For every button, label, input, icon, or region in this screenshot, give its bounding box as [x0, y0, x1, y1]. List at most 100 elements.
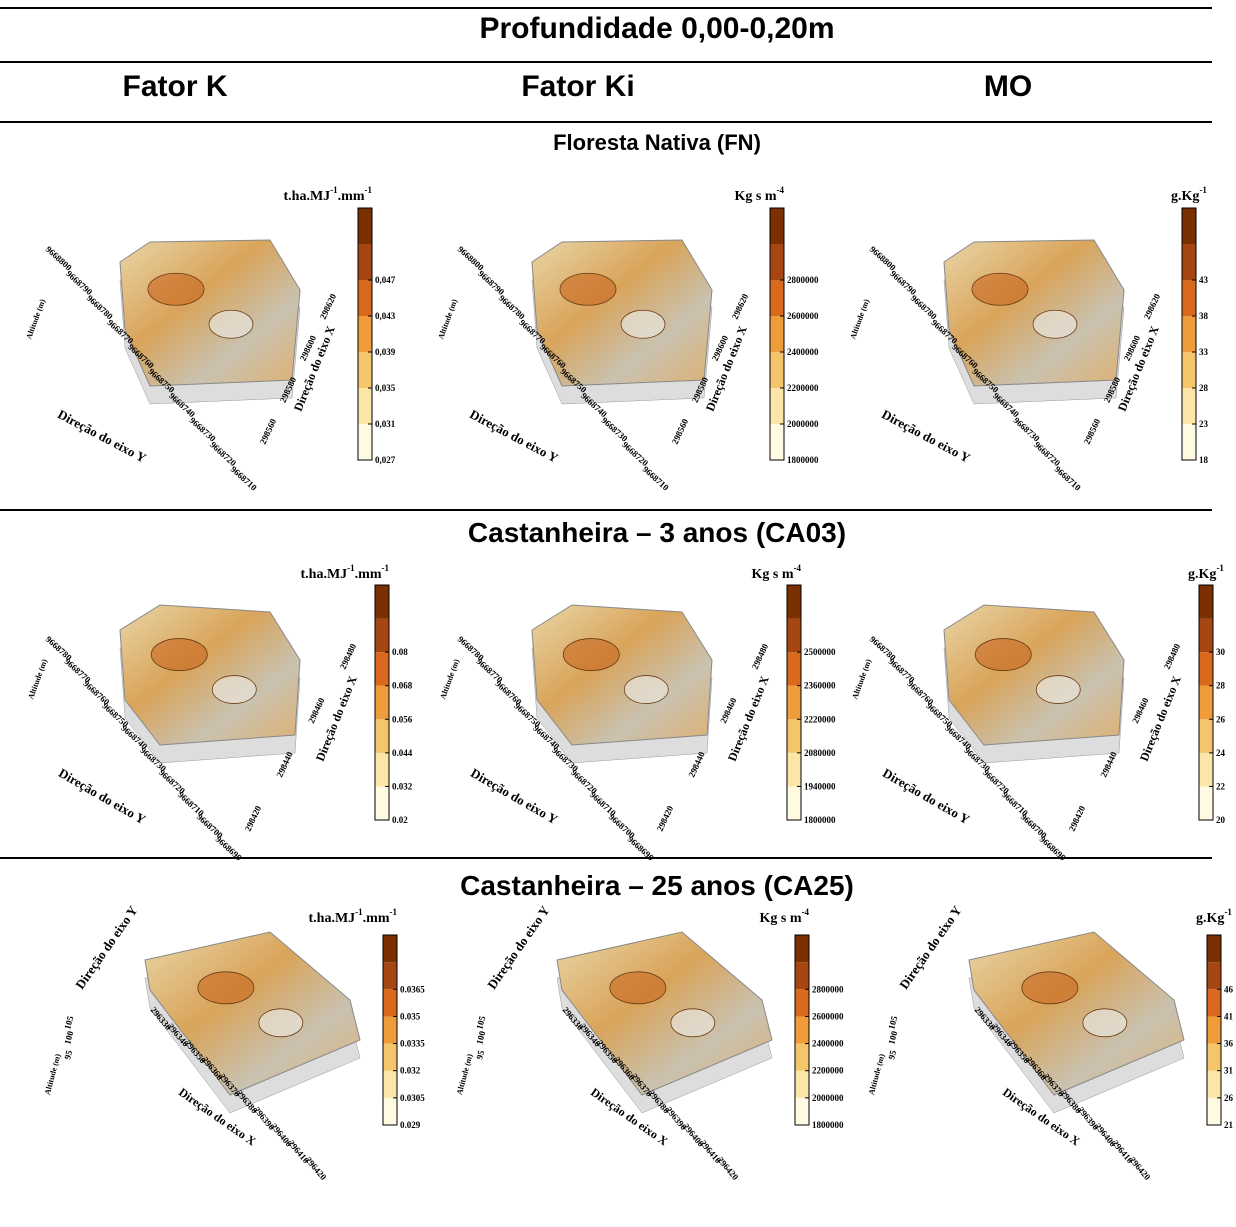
colorbar-band — [383, 935, 397, 962]
z-axis-label: Altitude (m) — [26, 658, 49, 701]
contour — [610, 972, 666, 1004]
colorbar-tick-label: 0.056 — [392, 714, 413, 724]
axis-tick-label: 298560 — [670, 417, 691, 446]
colorbar-band — [1207, 962, 1221, 989]
axis-tick-label: 298460 — [1130, 696, 1151, 725]
colorbar-tick-label: 0.068 — [392, 681, 413, 691]
unit-text: .mm — [338, 189, 365, 204]
colorbar-band — [795, 1071, 809, 1098]
section-title: Floresta Nativa (FN) — [553, 130, 761, 155]
unit-label: t.ha.MJ-1.mm-1 — [309, 907, 398, 926]
contour — [671, 1009, 715, 1037]
axis-tick-label: 105 — [474, 1014, 487, 1030]
x-axis-label: Direção do eixo X — [313, 673, 360, 763]
colorbar-tick-label: 0,027 — [375, 455, 396, 465]
surface — [532, 605, 712, 745]
colorbar-band — [1182, 208, 1196, 244]
colorbar-band — [1207, 1071, 1221, 1098]
axis-tick-label: 95 — [62, 1049, 74, 1061]
colorbar-band — [795, 1098, 809, 1125]
unit-label: g.Kg-1 — [1196, 907, 1232, 926]
colorbar-band — [770, 388, 784, 424]
axis-tick-label: 9668710 — [229, 464, 259, 493]
colorbar-tick-label: 28 — [1199, 383, 1209, 393]
z-axis-label: Altitude (m) — [436, 298, 459, 341]
colorbar-tick-label: 23 — [1199, 419, 1209, 429]
colorbar-tick-label: 2000000 — [787, 419, 819, 429]
axis-tick-label: 298420 — [1067, 804, 1088, 833]
axis-tick-label: 298620 — [1142, 292, 1163, 321]
section-title: Castanheira – 25 anos (CA25) — [460, 870, 854, 901]
colorbar-tick-label: 0.0365 — [400, 984, 425, 994]
axis-tick-label: 296420 — [303, 1155, 328, 1182]
column-header: Fator K — [123, 70, 228, 103]
contour — [1022, 972, 1078, 1004]
colorbar-tick-label: 30 — [1216, 647, 1226, 657]
colorbar-tick-label: 2360000 — [804, 681, 836, 691]
colorbar-tick-label: 0.0335 — [400, 1039, 425, 1049]
colorbar-tick-label: 38 — [1199, 311, 1209, 321]
colorbar-tick-label: 0.0305 — [400, 1093, 425, 1103]
axis-tick-label: 298460 — [306, 696, 327, 725]
colorbar-tick-label: 2200000 — [812, 1066, 844, 1076]
colorbar-tick-label: 0.032 — [392, 781, 413, 791]
contour — [148, 273, 204, 305]
colorbar-band — [1207, 1016, 1221, 1043]
colorbar-tick-label: 0,043 — [375, 311, 396, 321]
contour — [198, 972, 254, 1004]
contour — [563, 639, 619, 671]
colorbar-band — [787, 786, 801, 820]
colorbar-tick-label: 2200000 — [787, 383, 819, 393]
unit-exponent: -1 — [390, 907, 398, 917]
axis-tick-label: 296420 — [1127, 1155, 1152, 1182]
z-axis-label: Altitude (m) — [455, 1053, 475, 1096]
colorbar-tick-label: 20 — [1216, 815, 1226, 825]
colorbar-band — [770, 280, 784, 316]
z-axis-label: Altitude (m) — [43, 1053, 63, 1096]
colorbar-tick-label: 41 — [1224, 1011, 1234, 1021]
colorbar-band — [1199, 652, 1213, 686]
colorbar-band — [795, 962, 809, 989]
colorbar-band — [795, 935, 809, 962]
colorbar-band — [375, 686, 389, 720]
unit-text: t.ha.MJ — [309, 911, 356, 926]
unit-text: t.ha.MJ — [284, 189, 331, 204]
y-axis-label: Direção do eixo Y — [879, 406, 973, 465]
colorbar-band — [1182, 280, 1196, 316]
colorbar-band — [358, 352, 372, 388]
colorbar-band — [358, 244, 372, 280]
colorbar-tick-label: 2080000 — [804, 748, 836, 758]
colorbar-tick-label: 2800000 — [787, 275, 819, 285]
unit-exponent: -1 — [1216, 563, 1224, 573]
colorbar-band — [787, 719, 801, 753]
contour — [1033, 310, 1077, 338]
colorbar-band — [1182, 388, 1196, 424]
colorbar-tick-label: 31 — [1224, 1066, 1234, 1076]
unit-exponent: -4 — [777, 185, 785, 195]
unit-text: g.Kg — [1171, 189, 1199, 204]
z-axis-label: Altitude (m) — [848, 298, 871, 341]
colorbar-band — [795, 989, 809, 1016]
colorbar-band — [795, 1044, 809, 1071]
colorbar-band — [358, 316, 372, 352]
colorbar-band — [375, 585, 389, 619]
axis-tick-label: 298480 — [750, 642, 771, 671]
z-axis-label: Altitude (m) — [24, 298, 47, 341]
unit-text: .mm — [363, 911, 390, 926]
colorbar-tick-label: 22 — [1216, 781, 1226, 791]
colorbar-tick-label: 21 — [1224, 1120, 1234, 1130]
colorbar-tick-label: 2400000 — [812, 1039, 844, 1049]
unit-label: Kg s m-4 — [752, 563, 802, 582]
figure: Profundidade 0,00-0,20m Fator K Fator Ki… — [0, 0, 1236, 1227]
axis-tick-label: 298560 — [1082, 417, 1103, 446]
axis-tick-label: 298560 — [258, 417, 279, 446]
axis-tick-label: 298480 — [1162, 642, 1183, 671]
unit-label: g.Kg-1 — [1188, 563, 1224, 582]
unit-exponent: -4 — [794, 563, 802, 573]
colorbar-band — [787, 619, 801, 653]
colorbar-band — [1182, 352, 1196, 388]
colorbar-band — [375, 753, 389, 787]
colorbar-band — [383, 1071, 397, 1098]
colorbar-tick-label: 2600000 — [787, 311, 819, 321]
title: Profundidade 0,00-0,20m — [479, 12, 834, 45]
